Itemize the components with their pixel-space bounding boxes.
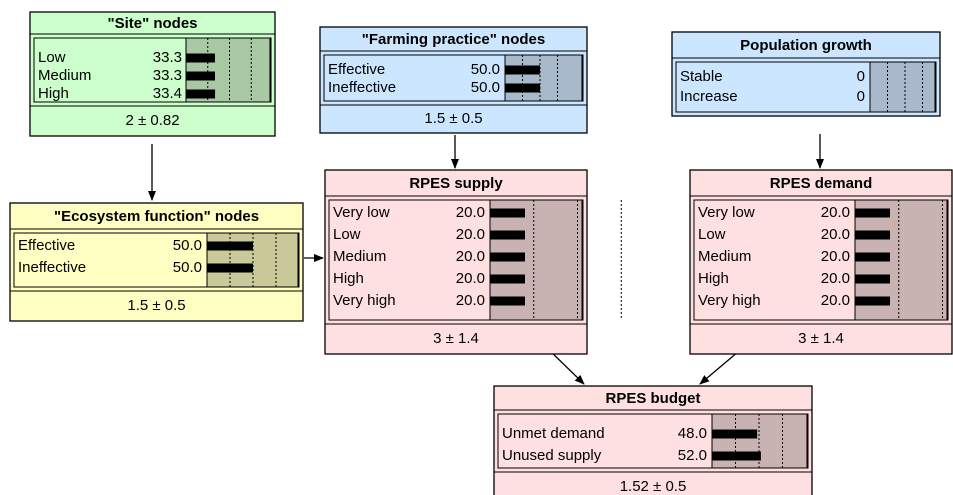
belief-bar (186, 71, 215, 81)
state-label: Very high (698, 292, 761, 309)
state-label: Ineffective (18, 259, 86, 276)
bar-area (869, 61, 936, 113)
state-value: 50.0 (173, 237, 202, 254)
state-value: 0 (857, 68, 865, 85)
node-title: RPES supply (409, 175, 503, 192)
state-label: Unmet demand (502, 425, 605, 442)
state-label: Very low (698, 204, 755, 221)
state-value: 33.3 (153, 67, 182, 84)
node: Population growth Stable 0 Increase 0 (671, 31, 941, 117)
state-label: Medium (38, 67, 91, 84)
state-label: Stable (680, 68, 723, 85)
node-summary: 1.52 ± 0.5 (620, 478, 687, 495)
belief-bar (207, 241, 253, 251)
node-summary: 2 ± 0.82 (125, 112, 179, 129)
node: "Farming practice" nodes Effective 50.0 Ine… (319, 26, 588, 134)
state-value: 50.0 (471, 79, 500, 96)
state-label: Low (333, 226, 361, 243)
node-title: RPES demand (770, 175, 873, 192)
belief-bar (712, 429, 758, 439)
node-title: "Ecosystem function" nodes (54, 208, 259, 225)
state-value: 20.0 (456, 292, 485, 309)
state-value: 20.0 (821, 204, 850, 221)
belief-bar (505, 83, 540, 93)
belief-bar (712, 451, 761, 461)
state-value: 52.0 (678, 447, 707, 464)
node: RPES supply Very low 20.0 Low 20.0 Medium 20.0… (324, 169, 622, 355)
state-value: 33.3 (153, 49, 182, 66)
state-value: 50.0 (173, 259, 202, 276)
state-value: 20.0 (456, 204, 485, 221)
state-value: 20.0 (821, 226, 850, 243)
state-value: 20.0 (456, 248, 485, 265)
state-label: Unused supply (502, 447, 602, 464)
state-label: Ineffective (328, 79, 396, 96)
node: RPES budget Unmet demand 48.0 Unused supply… (493, 385, 813, 495)
node: "Ecosystem function" nodes Effective 50.0 I… (9, 202, 304, 322)
state-label: Medium (333, 248, 386, 265)
state-label: High (698, 270, 729, 287)
belief-bar (186, 53, 215, 63)
node-title: RPES budget (605, 390, 700, 407)
node-title: "Farming practice" nodes (362, 31, 545, 48)
node: RPES demand Very low 20.0 Low 20.0 Medium 20.0… (689, 169, 953, 355)
state-label: Medium (698, 248, 751, 265)
state-label: Increase (680, 88, 738, 105)
node-summary: 3 ± 1.4 (798, 330, 844, 347)
belief-bar (186, 89, 216, 99)
belief-bar (207, 263, 253, 273)
belief-bar (855, 252, 890, 262)
state-value: 20.0 (456, 226, 485, 243)
belief-bar (855, 230, 890, 240)
belief-bar (490, 274, 525, 284)
node-title: "Site" nodes (107, 15, 197, 32)
belief-bar (855, 274, 890, 284)
state-label: Effective (328, 61, 385, 78)
state-value: 0 (857, 88, 865, 105)
node-summary: 1.5 ± 0.5 (127, 297, 185, 314)
state-label: High (38, 85, 69, 102)
state-value: 20.0 (821, 270, 850, 287)
state-label: High (333, 270, 364, 287)
node: "Site" nodes Low 33.3 Medium 33.3 High 33.4 2 ±… (29, 11, 276, 137)
node-summary: 3 ± 1.4 (433, 330, 479, 347)
state-label: Effective (18, 237, 75, 254)
state-value: 50.0 (471, 61, 500, 78)
belief-bar (490, 252, 525, 262)
belief-bar (490, 230, 525, 240)
belief-bar (490, 208, 525, 218)
state-label: Very high (333, 292, 396, 309)
belief-bar (855, 296, 890, 306)
node-title: Population growth (740, 37, 872, 54)
state-label: Low (38, 49, 66, 66)
belief-bar (490, 296, 525, 306)
bar-area (504, 54, 583, 102)
state-value: 20.0 (821, 248, 850, 265)
state-value: 20.0 (821, 292, 850, 309)
state-label: Very low (333, 204, 390, 221)
state-value: 48.0 (678, 425, 707, 442)
node-summary: 1.5 ± 0.5 (424, 110, 482, 127)
state-value: 20.0 (456, 270, 485, 287)
belief-bar (855, 208, 890, 218)
belief-bar (505, 65, 540, 75)
state-label: Low (698, 226, 726, 243)
state-value: 33.4 (153, 85, 182, 102)
